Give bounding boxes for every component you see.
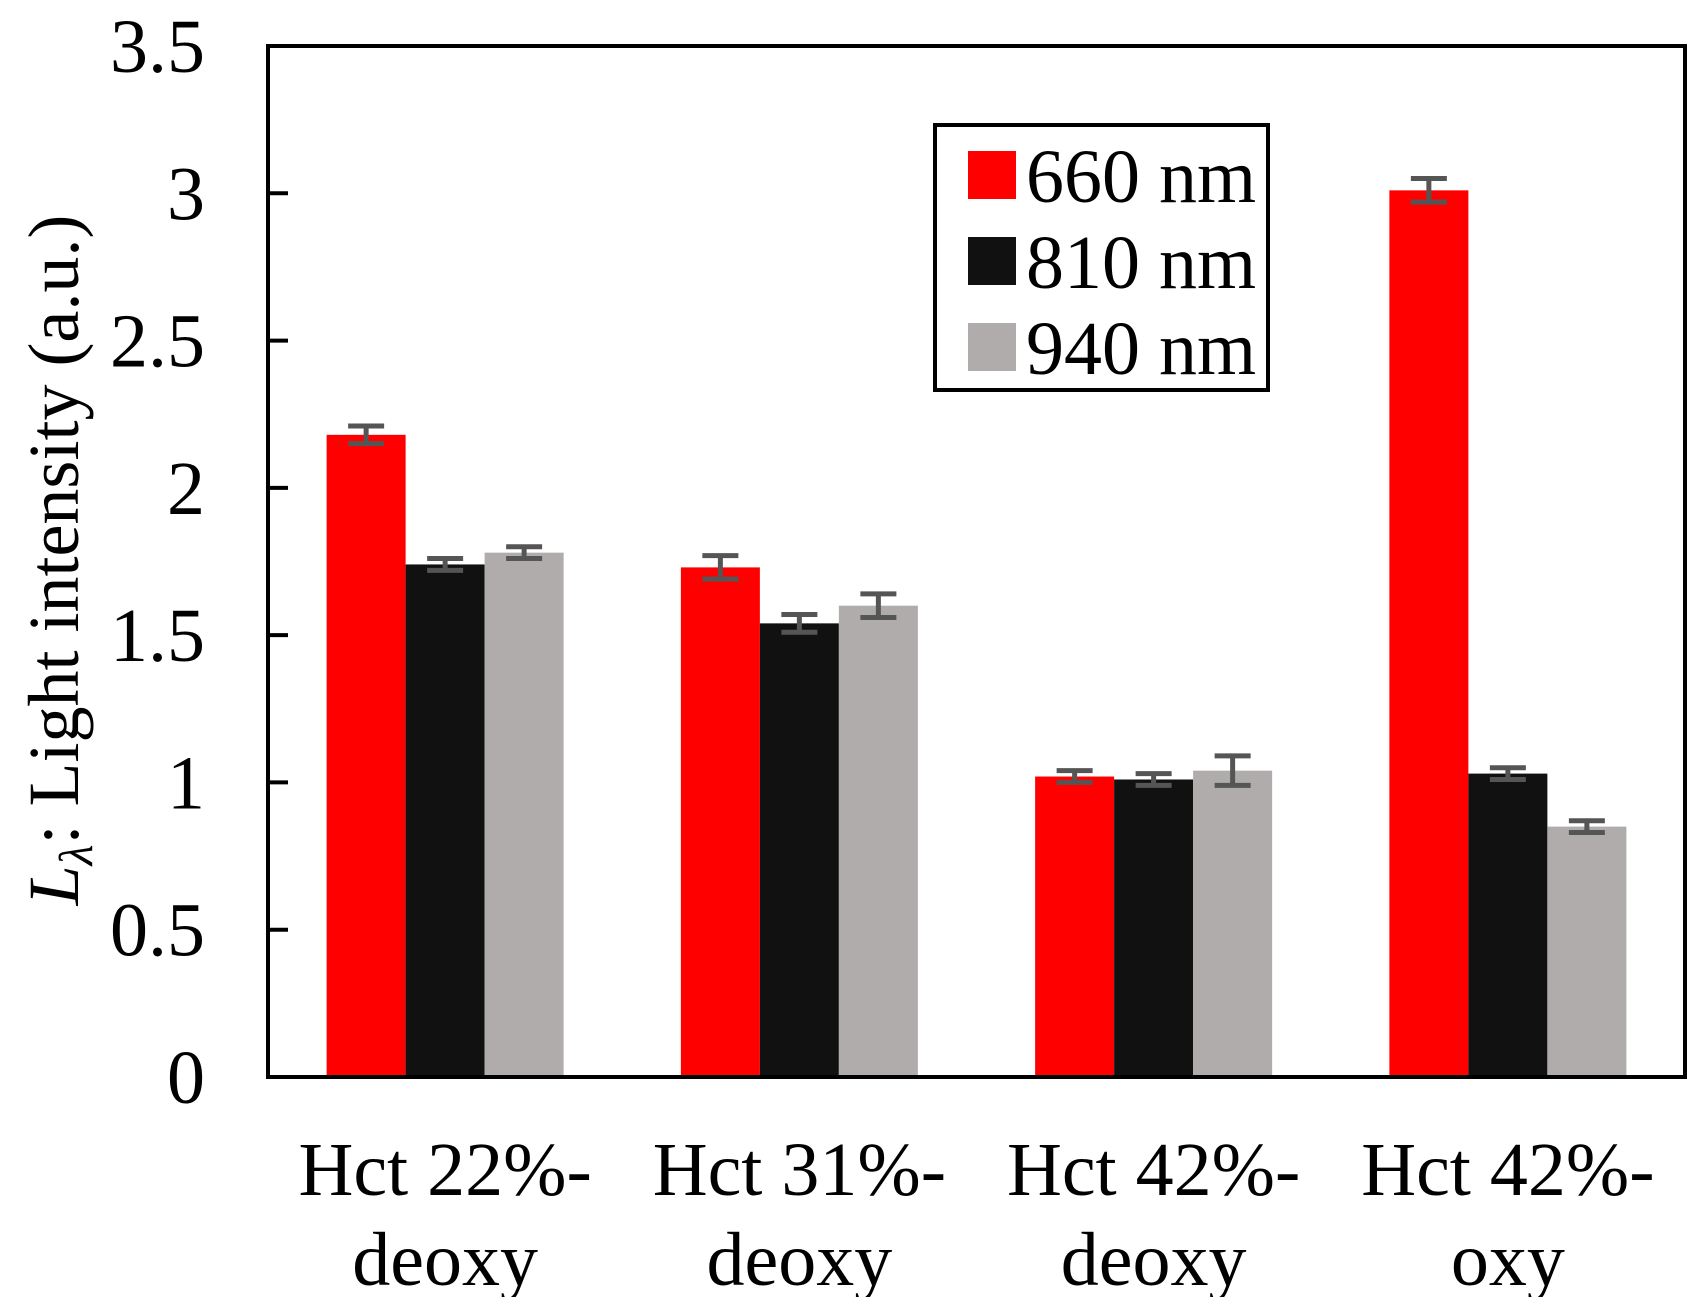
y-axis-title-subscript: λ — [50, 845, 103, 868]
error-bar-810-nm-cat-2 — [781, 612, 818, 635]
bar-660-nm-cat-3 — [1035, 776, 1115, 1077]
error-bar-660-nm-cat-4 — [1410, 176, 1447, 205]
y-tick-label-0: 0 — [167, 1036, 205, 1120]
legend-swatch-940-nm — [968, 323, 1016, 371]
bar-660-nm-cat-1 — [326, 434, 406, 1077]
legend-label-660-nm: 660 nm — [1026, 135, 1256, 219]
error-bar-660-nm-cat-1 — [348, 423, 385, 447]
y-tick-label-3: 3 — [167, 152, 205, 236]
error-bar-660-nm-cat-2 — [702, 553, 739, 582]
legend-swatch-810-nm — [968, 237, 1016, 285]
y-tick-label-1.5: 1.5 — [110, 594, 205, 678]
x-tick-label-2-line-2: deoxy — [707, 1218, 893, 1297]
bar-810-nm-cat-2 — [759, 623, 839, 1077]
x-tick-label-3-line-1: Hct 42%- — [1007, 1128, 1300, 1212]
y-axis-title: Lλ: Light intensity (a.u.) — [14, 215, 103, 907]
error-bar-660-nm-cat-3 — [1056, 768, 1093, 785]
plot-frame — [266, 44, 1687, 1079]
error-bar-940-nm-cat-3 — [1214, 753, 1251, 788]
bar-660-nm-cat-2 — [680, 567, 760, 1077]
bar-940-nm-cat-1 — [484, 552, 564, 1077]
error-bar-940-nm-cat-2 — [860, 591, 897, 620]
y-axis-title-symbol: L — [14, 865, 94, 906]
x-tick-label-4-line-1: Hct 42%- — [1361, 1128, 1654, 1212]
x-tick-label-1-line-2: deoxy — [352, 1218, 538, 1297]
legend-label-940-nm: 940 nm — [1026, 307, 1256, 391]
y-tick-label-3.5: 3.5 — [110, 5, 205, 89]
bar-940-nm-cat-3 — [1193, 770, 1273, 1077]
bar-810-nm-cat-4 — [1468, 773, 1548, 1077]
y-tick-label-2: 2 — [167, 447, 205, 531]
x-tick-label-1-line-1: Hct 22%- — [298, 1128, 591, 1212]
y-axis-title-text: : Light intensity (a.u.) — [14, 215, 94, 845]
legend-swatch-660-nm — [968, 151, 1016, 199]
error-bar-810-nm-cat-4 — [1489, 765, 1526, 782]
error-bar-810-nm-cat-3 — [1135, 771, 1172, 788]
bar-660-nm-cat-4 — [1389, 190, 1469, 1078]
bar-810-nm-cat-3 — [1114, 779, 1194, 1077]
legend-label-810-nm: 810 nm — [1026, 221, 1256, 305]
x-tick-label-3-line-2: deoxy — [1061, 1218, 1247, 1297]
x-tick-label-2-line-1: Hct 31%- — [653, 1128, 946, 1212]
x-tick-label-4-line-2: oxy — [1451, 1218, 1565, 1297]
error-bar-810-nm-cat-1 — [427, 556, 464, 573]
bar-940-nm-cat-4 — [1547, 826, 1627, 1077]
y-tick-label-0.5: 0.5 — [110, 889, 205, 973]
bar-810-nm-cat-1 — [405, 564, 485, 1077]
error-bar-940-nm-cat-1 — [506, 544, 543, 562]
error-bar-940-nm-cat-4 — [1568, 818, 1605, 836]
bar-940-nm-cat-2 — [838, 605, 918, 1077]
y-tick-label-2.5: 2.5 — [110, 300, 205, 384]
y-axis-label: Lλ: Light intensity (a.u.) — [14, 215, 103, 907]
y-tick-label-1: 1 — [167, 741, 205, 825]
